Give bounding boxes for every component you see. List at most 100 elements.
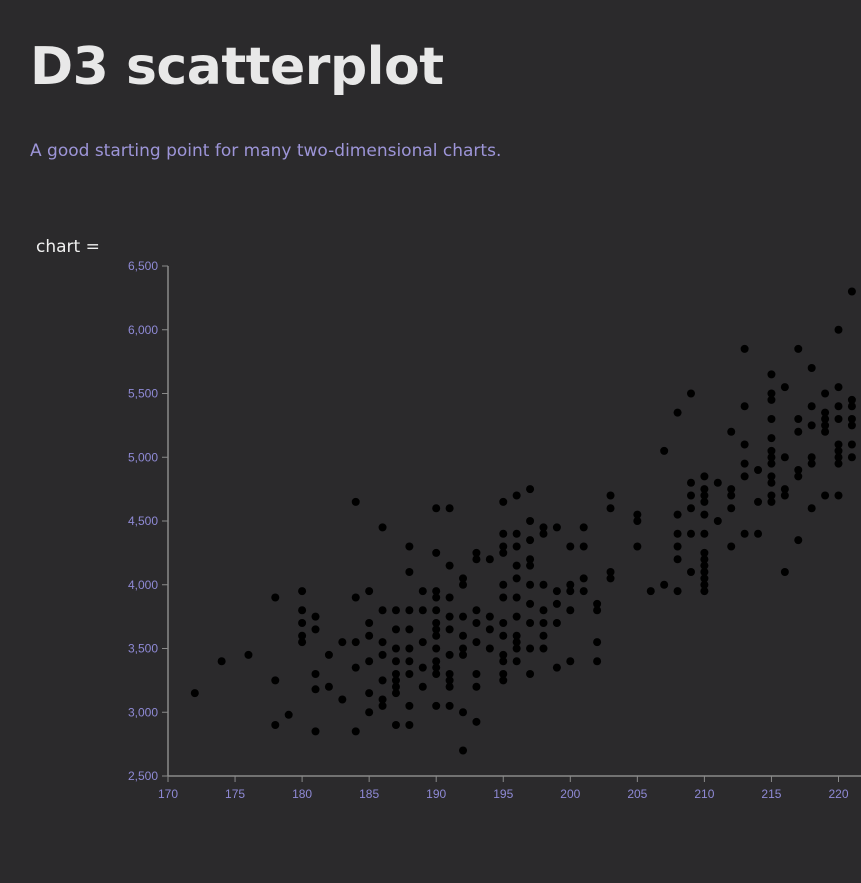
x-tick-label: 200: [560, 787, 580, 801]
data-point: [472, 548, 481, 557]
data-point: [700, 510, 709, 519]
data-point: [633, 517, 642, 525]
data-point: [633, 542, 642, 551]
data-point: [378, 523, 387, 532]
y-tick-label: 6,500: [128, 259, 158, 273]
data-point: [311, 727, 320, 736]
y-tick-label: 3,500: [128, 642, 158, 656]
data-point: [526, 555, 535, 564]
x-tick-label: 180: [292, 787, 312, 801]
data-point: [539, 644, 548, 653]
data-point: [834, 440, 843, 449]
data-point: [700, 497, 709, 506]
x-tick-label: 185: [359, 787, 379, 801]
data-point: [445, 504, 454, 513]
data-point: [391, 721, 400, 729]
data-point: [472, 638, 481, 647]
data-point: [539, 523, 548, 532]
data-point: [593, 638, 602, 647]
data-point: [807, 364, 816, 372]
data-point: [673, 587, 682, 596]
data-point: [418, 663, 427, 672]
data-point: [754, 466, 763, 474]
data-point: [472, 606, 481, 615]
data-point: [378, 650, 387, 659]
x-tick-label: 195: [493, 787, 513, 801]
data-point: [593, 599, 602, 608]
data-point: [391, 657, 400, 666]
data-point: [271, 676, 280, 685]
data-point: [351, 497, 360, 506]
data-point: [311, 685, 320, 694]
data-point: [499, 676, 508, 685]
data-point: [593, 657, 602, 666]
data-point: [324, 650, 333, 659]
data-point: [311, 670, 320, 678]
data-point: [405, 625, 414, 634]
data-point: [378, 606, 387, 615]
x-tick-label: 175: [225, 787, 245, 801]
data-point: [552, 599, 561, 608]
data-point: [311, 612, 320, 621]
data-point: [512, 574, 521, 583]
data-point: [847, 421, 856, 430]
data-point: [740, 459, 749, 468]
data-point: [727, 485, 736, 494]
data-point: [418, 638, 427, 647]
data-point: [821, 415, 830, 423]
data-point: [834, 491, 843, 500]
data-point: [660, 446, 669, 455]
data-point: [754, 497, 763, 506]
data-point: [432, 657, 441, 666]
data-point: [459, 708, 468, 717]
data-point: [499, 529, 508, 538]
data-point: [740, 472, 749, 481]
data-point: [405, 670, 414, 678]
data-point: [552, 663, 561, 672]
data-point: [740, 440, 749, 449]
data-point: [673, 555, 682, 564]
data-point: [539, 580, 548, 589]
data-point: [767, 497, 776, 506]
data-point: [459, 580, 468, 589]
data-point: [821, 421, 830, 430]
data-point: [512, 542, 521, 551]
data-point: [472, 619, 481, 627]
data-point: [499, 542, 508, 551]
data-point: [499, 631, 508, 640]
data-point: [432, 504, 441, 513]
cell-label[interactable]: chart =: [36, 237, 100, 257]
data-point: [686, 491, 695, 500]
data-point: [432, 663, 441, 672]
data-point: [405, 701, 414, 710]
data-point: [807, 504, 816, 513]
data-point: [552, 523, 561, 532]
data-point: [298, 619, 307, 627]
data-point: [405, 644, 414, 653]
data-point: [606, 504, 615, 513]
data-point: [499, 657, 508, 666]
data-point: [807, 459, 816, 468]
data-point: [780, 491, 789, 500]
data-point: [686, 504, 695, 513]
data-point: [633, 510, 642, 519]
data-point: [579, 523, 588, 532]
data-point: [821, 491, 830, 500]
data-point: [673, 510, 682, 519]
data-point: [566, 606, 575, 615]
data-point: [324, 682, 333, 691]
data-point: [713, 478, 722, 487]
data-point: [834, 402, 843, 411]
data-point: [794, 427, 803, 436]
data-point: [767, 395, 776, 404]
x-axis: 170 175 180 185 190 195 200 205 210 215 220: [158, 775, 861, 801]
data-point: [700, 485, 709, 494]
data-point: [606, 491, 615, 500]
data-point: [391, 670, 400, 678]
data-point: [740, 402, 749, 411]
data-point: [780, 568, 789, 576]
data-point: [485, 555, 494, 564]
data-point: [700, 555, 709, 564]
data-point: [566, 657, 575, 666]
